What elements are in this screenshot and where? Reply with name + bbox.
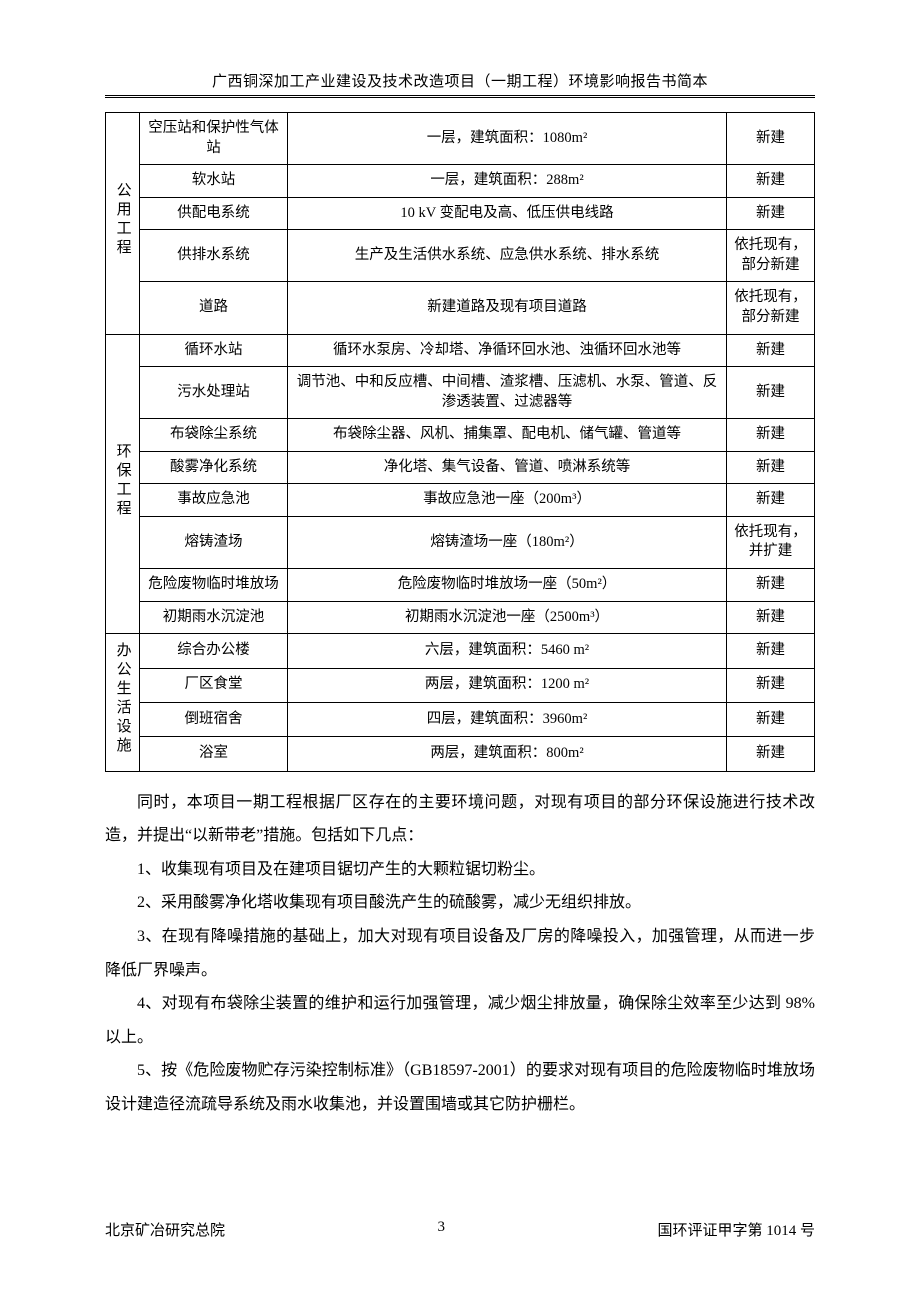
table-row: 软水站 一层，建筑面积：288m² 新建 (106, 165, 815, 198)
cell-status: 新建 (727, 737, 815, 771)
cell-status: 新建 (727, 367, 815, 419)
table-row: 供排水系统 生产及生活供水系统、应急供水系统、排水系统 依托现有，部分新建 (106, 230, 815, 282)
cell-status: 依托现有，并扩建 (727, 516, 815, 568)
body-paragraph: 同时，本项目一期工程根据厂区存在的主要环境问题，对现有项目的部分环保设施进行技术… (105, 786, 815, 853)
table-row: 环保工程 循环水站 循环水泵房、冷却塔、净循环回水池、浊循环回水池等 新建 (106, 334, 815, 367)
body-paragraph: 2、采用酸雾净化塔收集现有项目酸洗产生的硫酸雾，减少无组织排放。 (105, 886, 815, 920)
footer-page-number: 3 (438, 1219, 446, 1240)
cell-item: 熔铸渣场 (140, 516, 288, 568)
cell-item: 供排水系统 (140, 230, 288, 282)
cell-item: 酸雾净化系统 (140, 451, 288, 484)
cell-item: 倒班宿舍 (140, 702, 288, 736)
cell-status: 新建 (727, 165, 815, 198)
body-text: 同时，本项目一期工程根据厂区存在的主要环境问题，对现有项目的部分环保设施进行技术… (105, 786, 815, 1122)
group-label: 公用工程 (106, 113, 140, 335)
cell-status: 新建 (727, 484, 815, 517)
cell-desc: 生产及生活供水系统、应急供水系统、排水系统 (288, 230, 727, 282)
cell-desc: 新建道路及现有项目道路 (288, 282, 727, 334)
table-row: 公用工程 空压站和保护性气体站 一层，建筑面积：1080m² 新建 (106, 113, 815, 165)
footer-left: 北京矿冶研究总院 (105, 1219, 225, 1240)
header-divider (105, 95, 815, 98)
table-row: 办公生活设施 综合办公楼 六层，建筑面积：5460 m² 新建 (106, 634, 815, 668)
table-row: 熔铸渣场 熔铸渣场一座（180m²） 依托现有，并扩建 (106, 516, 815, 568)
cell-item: 道路 (140, 282, 288, 334)
cell-item: 事故应急池 (140, 484, 288, 517)
body-paragraph: 4、对现有布袋除尘装置的维护和运行加强管理，减少烟尘排放量，确保除尘效率至少达到… (105, 987, 815, 1054)
table-row: 倒班宿舍 四层，建筑面积：3960m² 新建 (106, 702, 815, 736)
table-row: 污水处理站 调节池、中和反应槽、中间槽、渣浆槽、压滤机、水泵、管道、反渗透装置、… (106, 367, 815, 419)
cell-desc: 四层，建筑面积：3960m² (288, 702, 727, 736)
cell-status: 新建 (727, 197, 815, 230)
cell-item: 厂区食堂 (140, 668, 288, 702)
table-row: 浴室 两层，建筑面积：800m² 新建 (106, 737, 815, 771)
table-row: 厂区食堂 两层，建筑面积：1200 m² 新建 (106, 668, 815, 702)
body-paragraph: 3、在现有降噪措施的基础上，加大对现有项目设备及厂房的降噪投入，加强管理，从而进… (105, 920, 815, 987)
cell-status: 新建 (727, 702, 815, 736)
table-row: 供配电系统 10 kV 变配电及高、低压供电线路 新建 (106, 197, 815, 230)
cell-status: 新建 (727, 569, 815, 602)
footer-right: 国环评证甲字第 1014 号 (657, 1219, 815, 1240)
cell-status: 新建 (727, 419, 815, 452)
cell-status: 新建 (727, 601, 815, 634)
table-row: 布袋除尘系统 布袋除尘器、风机、捕集罩、配电机、储气罐、管道等 新建 (106, 419, 815, 452)
table-row: 危险废物临时堆放场 危险废物临时堆放场一座（50m²） 新建 (106, 569, 815, 602)
cell-desc: 两层，建筑面积：1200 m² (288, 668, 727, 702)
cell-status: 依托现有，部分新建 (727, 282, 815, 334)
cell-desc: 10 kV 变配电及高、低压供电线路 (288, 197, 727, 230)
cell-status: 依托现有，部分新建 (727, 230, 815, 282)
group-label: 办公生活设施 (106, 634, 140, 772)
cell-status: 新建 (727, 634, 815, 668)
cell-item: 循环水站 (140, 334, 288, 367)
cell-item: 浴室 (140, 737, 288, 771)
project-table: 公用工程 空压站和保护性气体站 一层，建筑面积：1080m² 新建 软水站 一层… (105, 112, 815, 772)
group-label: 环保工程 (106, 334, 140, 634)
cell-desc: 初期雨水沉淀池一座（2500m³） (288, 601, 727, 634)
page-container: 广西铜深加工产业建设及技术改造项目（一期工程）环境影响报告书简本 公用工程 空压… (0, 0, 920, 1302)
table-row: 道路 新建道路及现有项目道路 依托现有，部分新建 (106, 282, 815, 334)
cell-item: 布袋除尘系统 (140, 419, 288, 452)
cell-desc: 一层，建筑面积：288m² (288, 165, 727, 198)
table-row: 酸雾净化系统 净化塔、集气设备、管道、喷淋系统等 新建 (106, 451, 815, 484)
body-paragraph: 1、收集现有项目及在建项目锯切产生的大颗粒锯切粉尘。 (105, 853, 815, 887)
cell-desc: 危险废物临时堆放场一座（50m²） (288, 569, 727, 602)
cell-item: 危险废物临时堆放场 (140, 569, 288, 602)
cell-status: 新建 (727, 334, 815, 367)
table-row: 初期雨水沉淀池 初期雨水沉淀池一座（2500m³） 新建 (106, 601, 815, 634)
cell-status: 新建 (727, 113, 815, 165)
table-row: 事故应急池 事故应急池一座（200m³） 新建 (106, 484, 815, 517)
cell-desc: 一层，建筑面积：1080m² (288, 113, 727, 165)
cell-item: 初期雨水沉淀池 (140, 601, 288, 634)
cell-desc: 熔铸渣场一座（180m²） (288, 516, 727, 568)
cell-item: 综合办公楼 (140, 634, 288, 668)
cell-status: 新建 (727, 668, 815, 702)
cell-item: 污水处理站 (140, 367, 288, 419)
cell-item: 空压站和保护性气体站 (140, 113, 288, 165)
cell-desc: 调节池、中和反应槽、中间槽、渣浆槽、压滤机、水泵、管道、反渗透装置、过滤器等 (288, 367, 727, 419)
page-footer: 北京矿冶研究总院 3 国环评证甲字第 1014 号 (105, 1219, 815, 1240)
cell-desc: 布袋除尘器、风机、捕集罩、配电机、储气罐、管道等 (288, 419, 727, 452)
cell-desc: 事故应急池一座（200m³） (288, 484, 727, 517)
cell-desc: 循环水泵房、冷却塔、净循环回水池、浊循环回水池等 (288, 334, 727, 367)
cell-desc: 净化塔、集气设备、管道、喷淋系统等 (288, 451, 727, 484)
cell-desc: 六层，建筑面积：5460 m² (288, 634, 727, 668)
cell-status: 新建 (727, 451, 815, 484)
cell-item: 软水站 (140, 165, 288, 198)
cell-desc: 两层，建筑面积：800m² (288, 737, 727, 771)
page-header-title: 广西铜深加工产业建设及技术改造项目（一期工程）环境影响报告书简本 (105, 70, 815, 91)
cell-item: 供配电系统 (140, 197, 288, 230)
body-paragraph: 5、按《危险废物贮存污染控制标准》（GB18597-2001）的要求对现有项目的… (105, 1054, 815, 1121)
